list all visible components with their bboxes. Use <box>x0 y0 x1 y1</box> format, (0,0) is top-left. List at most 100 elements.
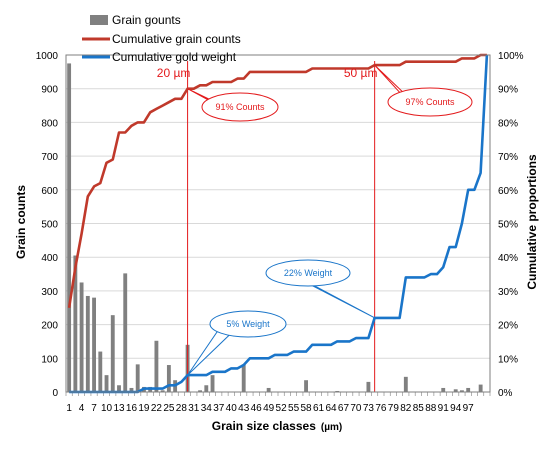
bar <box>117 385 121 392</box>
bar <box>198 390 202 392</box>
right-tick-label: 70% <box>498 152 518 163</box>
x-tick-label: 16 <box>126 403 138 414</box>
bar <box>79 282 84 392</box>
callouts: 91% Counts 97% Counts 5% Weight 22% Weight <box>187 64 473 376</box>
left-axis-tick-labels: 0 100 200 300 400 500 600 700 800 900 1000 <box>36 51 59 399</box>
left-tick-label: 0 <box>52 388 58 399</box>
legend: Grain gounts Cumulative grain counts Cum… <box>82 13 241 64</box>
bar <box>304 380 308 392</box>
bar <box>166 365 171 392</box>
marker-lines <box>187 61 376 392</box>
x-tick-label: 22 <box>151 403 163 414</box>
bar <box>466 387 471 392</box>
x-axis-title-unit: (µm) <box>321 422 342 433</box>
bar <box>110 315 115 392</box>
line-series <box>67 53 489 394</box>
marker-label: 50 µm <box>344 66 378 80</box>
x-tick-label: 25 <box>163 403 175 414</box>
right-tick-label: 60% <box>498 186 518 197</box>
callout-bubble <box>209 310 287 338</box>
bar <box>403 376 408 392</box>
x-tick-label: 13 <box>113 403 125 414</box>
x-tick-label: 82 <box>400 403 412 414</box>
x-tick-label: 73 <box>363 403 375 414</box>
bar <box>104 375 109 392</box>
series-line-cumulative-grain-counts <box>67 53 487 308</box>
x-tick-label: 97 <box>463 403 475 414</box>
right-tick-label: 30% <box>498 287 518 298</box>
legend-label-cumulative-gold-weight: Cumulative gold weight <box>112 50 237 64</box>
right-axis-tick-labels: 0% 10% 20% 30% 40% 50% 60% 70% 80% 90% 100% <box>498 51 524 399</box>
x-tick-label: 85 <box>413 403 425 414</box>
left-tick-label: 800 <box>41 118 58 129</box>
callout-bubble <box>387 87 473 117</box>
right-tick-label: 90% <box>498 85 518 96</box>
x-tick-label: 31 <box>188 403 200 414</box>
x-tick-label: 70 <box>350 403 362 414</box>
x-tick-label: 37 <box>213 403 225 414</box>
x-tick-label: 79 <box>388 403 400 414</box>
left-tick-label: 400 <box>41 253 58 264</box>
left-axis-title: Grain counts <box>14 185 28 259</box>
marker-label: 20 µm <box>157 66 191 80</box>
left-tick-label: 900 <box>41 85 58 96</box>
right-tick-label: 20% <box>498 321 518 332</box>
x-tick-label: 67 <box>338 403 350 414</box>
x-tick-label: 1 <box>66 403 72 414</box>
x-tick-label: 34 <box>201 403 213 414</box>
left-tick-label: 1000 <box>36 51 59 62</box>
callout-text: 5% Weight <box>226 319 270 329</box>
bar <box>160 390 165 392</box>
bar <box>135 364 140 392</box>
x-axis-ticks <box>65 392 491 396</box>
x-tick-label: 28 <box>176 403 188 414</box>
x-tick-label: 43 <box>238 403 250 414</box>
legend-label-cumulative-grain-counts: Cumulative grain counts <box>112 32 241 46</box>
bar <box>123 273 128 392</box>
callout-text: 97% Counts <box>405 97 455 107</box>
bar <box>154 340 159 392</box>
left-tick-label: 100 <box>41 354 58 365</box>
x-tick-label: 88 <box>425 403 437 414</box>
x-tick-label: 64 <box>325 403 337 414</box>
callout-bubble <box>201 92 279 122</box>
legend-swatch-grain-gounts <box>90 15 108 25</box>
right-tick-label: 100% <box>498 51 524 62</box>
x-tick-label: 94 <box>450 403 462 414</box>
callout-text: 91% Counts <box>215 102 265 112</box>
bar <box>129 387 134 392</box>
right-axis-title: Cumulative proportions <box>525 154 539 290</box>
x-tick-label: 19 <box>138 403 150 414</box>
bar <box>366 381 371 392</box>
x-tick-label: 61 <box>313 403 325 414</box>
right-tick-label: 10% <box>498 354 518 365</box>
left-tick-label: 500 <box>41 220 58 231</box>
bar <box>204 385 209 392</box>
x-axis-title: Grain size classes (µm) <box>212 419 342 433</box>
x-tick-label: 49 <box>263 403 275 414</box>
x-axis-title-text: Grain size classes <box>212 419 316 433</box>
x-tick-label: 40 <box>226 403 238 414</box>
right-tick-label: 0% <box>498 388 513 399</box>
right-tick-label: 50% <box>498 220 518 231</box>
bar <box>73 255 78 392</box>
left-tick-label: 600 <box>41 186 58 197</box>
bar <box>85 295 90 392</box>
x-tick-label: 52 <box>276 403 288 414</box>
bar <box>266 387 271 392</box>
x-tick-label: 7 <box>91 403 97 414</box>
left-tick-label: 700 <box>41 152 58 163</box>
right-tick-label: 80% <box>498 118 518 129</box>
marker-labels: 20 µm 50 µm <box>157 66 378 80</box>
left-tick-label: 200 <box>41 321 58 332</box>
bar <box>441 387 446 392</box>
x-tick-label: 76 <box>375 403 387 414</box>
bar <box>335 390 340 392</box>
x-tick-label: 4 <box>79 403 85 414</box>
x-tick-label: 91 <box>438 403 450 414</box>
bar <box>92 297 96 392</box>
right-tick-label: 40% <box>498 253 518 264</box>
callout-bubble <box>265 259 351 287</box>
